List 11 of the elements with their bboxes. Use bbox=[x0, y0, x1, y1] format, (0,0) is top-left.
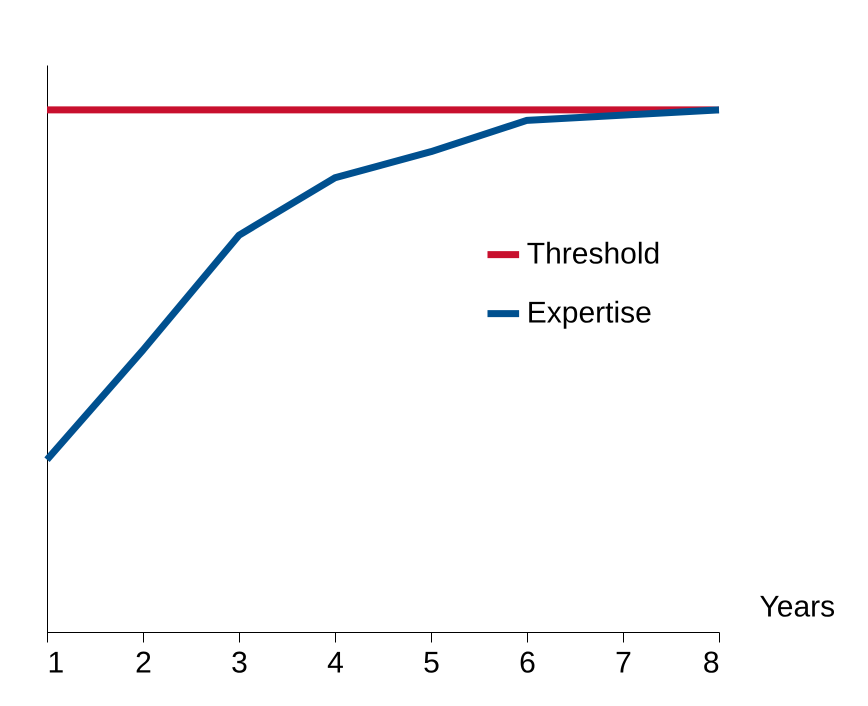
x-tick-label: 2 bbox=[135, 646, 152, 680]
legend-label: Threshold bbox=[526, 238, 660, 271]
x-tick-label: 7 bbox=[615, 646, 632, 680]
x-tick-label: 5 bbox=[423, 646, 440, 680]
x-tick-label: 8 bbox=[702, 646, 720, 680]
x-tick-label: 4 bbox=[327, 646, 344, 680]
x-tick-label: 6 bbox=[519, 646, 536, 680]
x-axis-title: Years bbox=[760, 590, 836, 624]
legend-label: Expertise bbox=[526, 296, 652, 330]
x-tick-label: 3 bbox=[231, 646, 248, 680]
x-tick-label: 1 bbox=[48, 646, 64, 680]
